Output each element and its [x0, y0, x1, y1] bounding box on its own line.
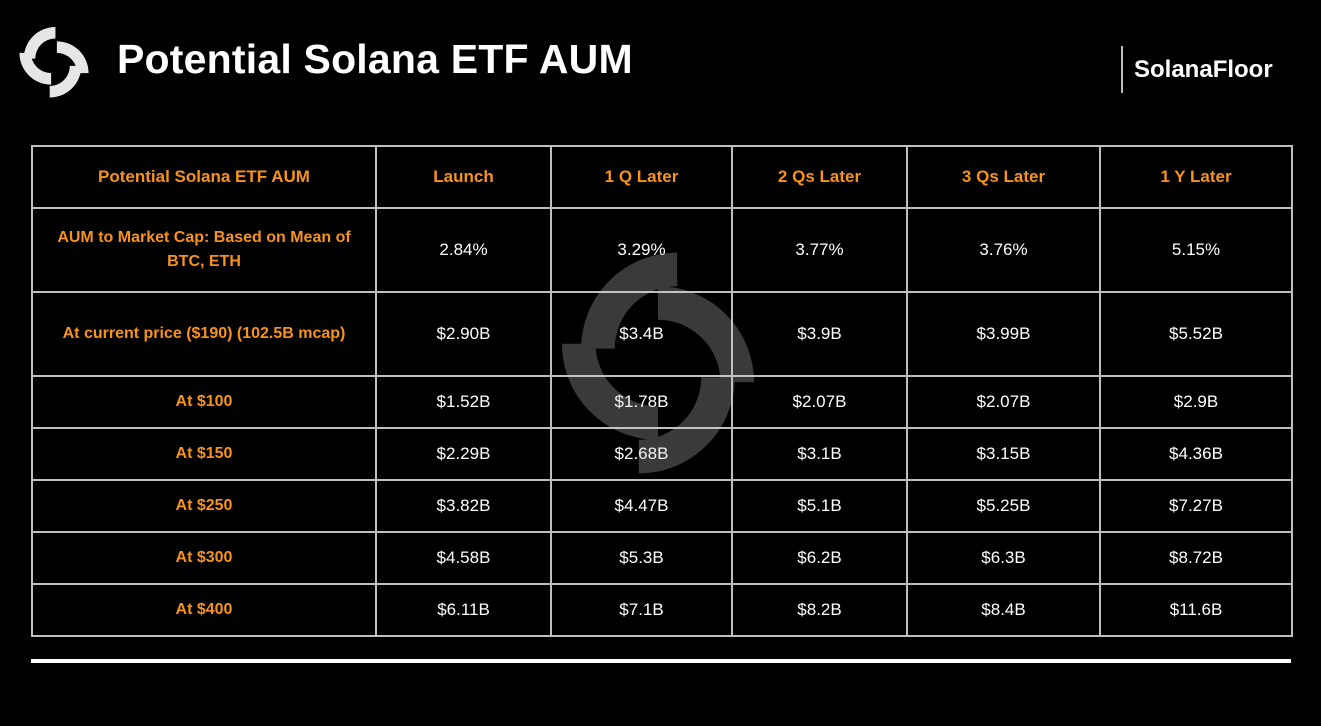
brand-name: SolanaFloor: [1134, 56, 1273, 83]
table-cell: $8.4B: [906, 583, 1101, 637]
table-cell: $5.1B: [731, 479, 908, 533]
column-header: 1 Y Later: [1099, 145, 1293, 209]
row-label: At current price ($190) (102.5B mcap): [31, 291, 377, 377]
table-cell: $3.15B: [906, 427, 1101, 481]
solanafloor-logo-icon: [19, 27, 89, 98]
table-row: At $250 $3.82B $4.47B $5.1B $5.25B $7.27…: [31, 479, 1293, 533]
column-header: 3 Qs Later: [906, 145, 1101, 209]
table-cell: $3.99B: [906, 291, 1101, 377]
table-cell: $2.29B: [375, 427, 552, 481]
table-cell: $7.27B: [1099, 479, 1293, 533]
aum-table: Potential Solana ETF AUM Launch 1 Q Late…: [31, 145, 1293, 637]
table-cell: $5.52B: [1099, 291, 1293, 377]
table-header-row: Potential Solana ETF AUM Launch 1 Q Late…: [31, 145, 1293, 209]
table-row: At $150 $2.29B $2.68B $3.1B $3.15B $4.36…: [31, 427, 1293, 481]
table-cell: $1.52B: [375, 375, 552, 429]
page-title: Potential Solana ETF AUM: [117, 36, 633, 82]
table-cell: $6.11B: [375, 583, 552, 637]
row-label: At $400: [31, 583, 377, 637]
table-cell: $11.6B: [1099, 583, 1293, 637]
table-cell: $8.72B: [1099, 531, 1293, 585]
table-cell: 3.29%: [550, 207, 733, 293]
table-cell: $2.90B: [375, 291, 552, 377]
table-row: At $400 $6.11B $7.1B $8.2B $8.4B $11.6B: [31, 583, 1293, 637]
column-header: 1 Q Later: [550, 145, 733, 209]
column-header: Launch: [375, 145, 552, 209]
table-cell: $5.3B: [550, 531, 733, 585]
table-cell: 3.76%: [906, 207, 1101, 293]
row-label: At $250: [31, 479, 377, 533]
table-cell: $4.36B: [1099, 427, 1293, 481]
table-cell: $4.58B: [375, 531, 552, 585]
table-row: AUM to Market Cap: Based on Mean of BTC,…: [31, 207, 1293, 293]
table-cell: $7.1B: [550, 583, 733, 637]
table-cell: $2.9B: [1099, 375, 1293, 429]
table-cell: $2.68B: [550, 427, 733, 481]
table-cell: $6.2B: [731, 531, 908, 585]
table-row: At $300 $4.58B $5.3B $6.2B $6.3B $8.72B: [31, 531, 1293, 585]
column-header: 2 Qs Later: [731, 145, 908, 209]
table-cell: $5.25B: [906, 479, 1101, 533]
table-cell: $3.1B: [731, 427, 908, 481]
row-label: At $150: [31, 427, 377, 481]
table-cell: 3.77%: [731, 207, 908, 293]
brand-divider: [1121, 46, 1123, 93]
table-cell: 2.84%: [375, 207, 552, 293]
table-cell: $1.78B: [550, 375, 733, 429]
table-cell: $6.3B: [906, 531, 1101, 585]
bottom-divider: [31, 659, 1291, 663]
table-cell: $8.2B: [731, 583, 908, 637]
table-row: At current price ($190) (102.5B mcap) $2…: [31, 291, 1293, 377]
table-cell: $2.07B: [906, 375, 1101, 429]
column-header: Potential Solana ETF AUM: [31, 145, 377, 209]
table-cell: $3.4B: [550, 291, 733, 377]
table-row: At $100 $1.52B $1.78B $2.07B $2.07B $2.9…: [31, 375, 1293, 429]
table-cell: $3.82B: [375, 479, 552, 533]
table-cell: $2.07B: [731, 375, 908, 429]
table-cell: $3.9B: [731, 291, 908, 377]
row-label: At $100: [31, 375, 377, 429]
row-label: At $300: [31, 531, 377, 585]
table-cell: $4.47B: [550, 479, 733, 533]
row-label: AUM to Market Cap: Based on Mean of BTC,…: [31, 207, 377, 293]
table-cell: 5.15%: [1099, 207, 1293, 293]
